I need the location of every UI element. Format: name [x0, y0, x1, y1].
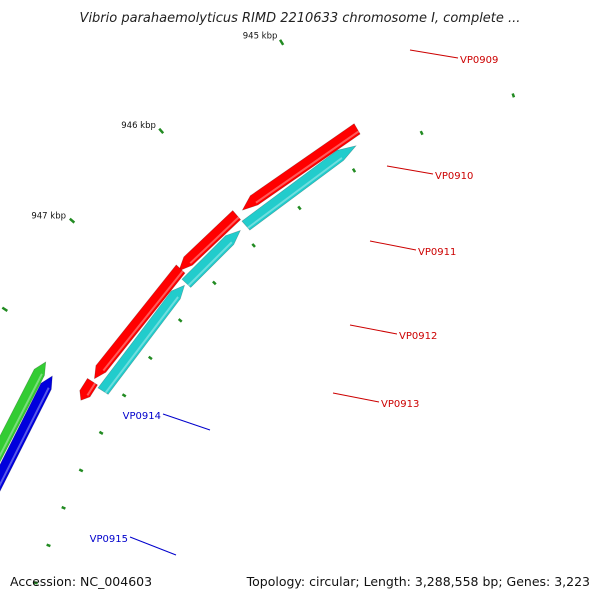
gene-bar-red — [178, 210, 242, 272]
tick-label: 945 kbp — [243, 32, 278, 42]
gene-bar-cyan — [181, 229, 241, 288]
minor-tick — [121, 393, 127, 398]
minor-tick — [61, 505, 66, 510]
gene-bar-red-small-highlight — [86, 382, 96, 396]
minor-tick — [98, 430, 104, 435]
gene-bar-red-highlight — [102, 270, 184, 372]
gene-bar-red — [241, 123, 361, 211]
minor-tick — [78, 468, 84, 473]
gene-bar-cyan-highlight — [187, 241, 233, 287]
gene-label[interactable]: VP0915 — [90, 534, 128, 545]
minor-tick — [351, 168, 357, 173]
gene-bar-cyan — [241, 145, 357, 231]
gene-bar-red-small — [79, 377, 98, 401]
gene-bar-blue — [0, 375, 53, 492]
minor-tick — [46, 543, 51, 548]
gene-label[interactable]: VP0913 — [381, 399, 419, 410]
gene-label[interactable]: VP0910 — [435, 171, 473, 182]
gene-leader-line — [409, 49, 459, 59]
major-tick — [278, 39, 285, 46]
gene-bar-cyan-highlight — [104, 296, 179, 394]
gene-bar-red-highlight — [255, 130, 360, 204]
minor-tick — [297, 205, 302, 211]
gene-leader-line — [349, 324, 398, 335]
gene-bar-blue-highlight — [0, 387, 50, 487]
tick-label: 946 kbp — [121, 121, 156, 131]
gene-bar-cyan — [97, 284, 186, 395]
minor-tick — [212, 280, 217, 286]
minor-tick — [177, 318, 183, 323]
gene-leader-line — [162, 413, 211, 431]
gene-bar-cyan-highlight — [247, 157, 343, 229]
feature-layer — [0, 123, 361, 492]
gene-bar-green — [0, 361, 47, 463]
gene-leader-line — [129, 536, 177, 556]
major-tick — [68, 217, 76, 224]
gene-label[interactable]: VP0911 — [418, 247, 456, 258]
gene-bar-red — [94, 264, 186, 380]
gene-leader-line — [332, 392, 380, 403]
gene-leader-line — [369, 240, 417, 251]
topology-text: Topology: circular; Length: 3,288,558 bp… — [246, 574, 590, 589]
gene-label[interactable]: VP0909 — [460, 55, 498, 66]
minor-tick — [419, 130, 424, 136]
gene-bar-green-highlight — [0, 373, 43, 458]
gene-leader-line — [386, 165, 434, 175]
accession-text: Accession: NC_004603 — [10, 574, 152, 589]
minor-tick — [511, 93, 516, 98]
major-tick — [1, 306, 9, 312]
gene-label[interactable]: VP0912 — [399, 331, 437, 342]
gene-label[interactable]: VP0914 — [123, 411, 161, 422]
tick-label: 947 kbp — [31, 211, 66, 221]
gene-bar-red-highlight — [189, 216, 240, 264]
label-layer: VP0909 VP0910 VP0911 VP0912 VP0913 VP0914 VP09… — [90, 49, 498, 556]
map-title: Vibrio parahaemolyticus RIMD 2210633 chr… — [80, 11, 521, 26]
minor-tick — [147, 355, 153, 361]
minor-tick — [251, 243, 256, 248]
minor-tick — [33, 581, 39, 585]
major-tick — [158, 127, 165, 135]
